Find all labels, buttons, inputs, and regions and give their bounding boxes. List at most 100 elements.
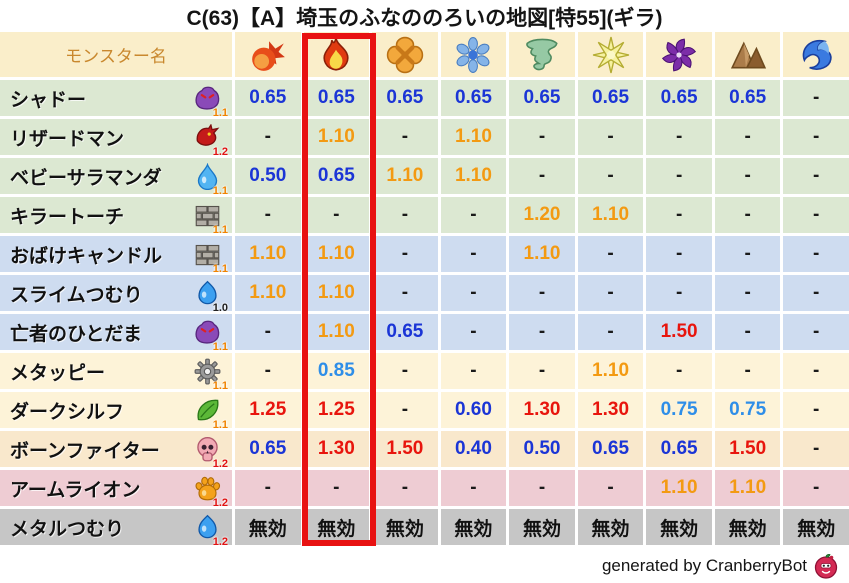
multiplier-cell: - [509, 314, 575, 350]
multiplier-cell: - [783, 470, 849, 506]
multiplier-cell: - [440, 236, 507, 272]
multiplier-cell: 1.10 [303, 275, 370, 311]
multiplier-cell: 0.85 [303, 353, 370, 389]
multiplier-cell: - [235, 353, 301, 389]
multiplier-cell: - [509, 275, 575, 311]
multiplier-cell: 無効 [783, 509, 849, 545]
multiplier-cell: - [577, 158, 644, 194]
multiplier-cell: - [372, 353, 438, 389]
multiplier-cell: 1.10 [509, 236, 575, 272]
spark-icon [592, 36, 630, 74]
brick-icon: 1.1 [192, 200, 228, 236]
multiplier-cell: 0.65 [372, 80, 438, 116]
family-level-badge: 1.1 [212, 341, 228, 353]
multiplier-cell: - [372, 236, 438, 272]
multiplier-cell: 1.50 [714, 431, 781, 467]
family-level-badge: 1.0 [212, 302, 228, 314]
dragon-icon: 1.2 [192, 122, 228, 158]
multiplier-cell: - [646, 197, 712, 233]
cranberry-icon [813, 553, 839, 579]
monster-name: ボーンファイター [10, 440, 160, 462]
tornado-icon [523, 36, 561, 74]
multiplier-cell: - [235, 470, 301, 506]
multiplier-cell: 0.40 [440, 431, 507, 467]
multiplier-cell: 0.50 [509, 431, 575, 467]
multiplier-cell: 1.10 [303, 119, 370, 155]
multiplier-cell: 0.65 [577, 431, 644, 467]
family-level-badge: 1.1 [212, 224, 228, 236]
multiplier-cell: 無効 [440, 509, 507, 545]
multiplier-cell: - [783, 275, 849, 311]
multiplier-cell: 無効 [235, 509, 301, 545]
family-level-badge: 1.1 [212, 419, 228, 431]
monster-name: ダークシルフ [10, 401, 125, 423]
multiplier-cell: 1.10 [440, 119, 507, 155]
monster-name: スライムつむり [10, 284, 143, 306]
dark-pinwheel-icon [660, 36, 698, 74]
multiplier-cell: - [303, 470, 370, 506]
multiplier-cell: - [714, 158, 781, 194]
multiplier-cell: - [577, 470, 644, 506]
monster-name-cell: スライムつむり 1.0 [0, 275, 232, 314]
slime-icon: 1.0 [192, 278, 228, 314]
multiplier-cell: 1.10 [714, 470, 781, 506]
multiplier-cell: 0.65 [372, 314, 438, 350]
multiplier-cell: - [509, 119, 575, 155]
header-monster-name: モンスター名 [0, 32, 232, 77]
multiplier-cell: 0.75 [714, 392, 781, 428]
multiplier-cell: - [714, 119, 781, 155]
family-level-badge: 1.1 [212, 185, 228, 197]
header-element-mountain [714, 32, 781, 77]
multiplier-cell: - [440, 314, 507, 350]
brick-icon: 1.1 [192, 239, 228, 275]
family-level-badge: 1.2 [212, 146, 228, 158]
multiplier-cell: 0.75 [646, 392, 712, 428]
multiplier-table: モンスター名 シャドー 1.1 0.65 0.65 0.65 0.65 0.65 0.65 0.6… [0, 32, 849, 548]
monster-name: メタッピー [10, 362, 106, 384]
multiplier-cell: 無効 [372, 509, 438, 545]
family-level-badge: 1.2 [212, 536, 228, 548]
multiplier-cell: 1.10 [646, 470, 712, 506]
multiplier-cell: - [783, 392, 849, 428]
multiplier-cell: 0.65 [303, 158, 370, 194]
multiplier-cell: 無効 [577, 509, 644, 545]
family-level-badge: 1.1 [212, 107, 228, 119]
multiplier-cell: 1.20 [509, 197, 575, 233]
multiplier-cell: - [372, 119, 438, 155]
monster-name-cell: リザードマン 1.2 [0, 119, 232, 158]
family-level-badge: 1.2 [212, 497, 228, 509]
monster-name-cell: おばけキャンドル 1.1 [0, 236, 232, 275]
family-level-badge: 1.1 [212, 263, 228, 275]
multiplier-cell: 1.10 [303, 236, 370, 272]
demon-icon: 1.1 [192, 83, 228, 119]
multiplier-cell: 1.10 [372, 158, 438, 194]
multiplier-cell: 0.65 [509, 80, 575, 116]
multiplier-cell: 0.65 [235, 80, 301, 116]
paw-icon: 1.2 [192, 473, 228, 509]
multiplier-cell: - [783, 158, 849, 194]
slime-icon: 1.2 [192, 512, 228, 548]
multiplier-cell: - [783, 314, 849, 350]
header-element-tornado [509, 32, 575, 77]
multiplier-cell: - [440, 353, 507, 389]
multiplier-cell: 無効 [714, 509, 781, 545]
monster-name: アームライオン [10, 479, 141, 501]
multiplier-cell: - [783, 80, 849, 116]
monster-name-cell: 亡者のひとだま 1.1 [0, 314, 232, 353]
monster-name-cell: シャドー 1.1 [0, 80, 232, 119]
multiplier-cell: - [646, 119, 712, 155]
multiplier-cell: - [235, 314, 301, 350]
multiplier-cell: - [509, 353, 575, 389]
multiplier-cell: - [783, 197, 849, 233]
multiplier-cell: - [783, 353, 849, 389]
multiplier-cell: 1.30 [303, 431, 370, 467]
multiplier-cell: 0.65 [577, 80, 644, 116]
monster-name: ベビーサラマンダ [10, 167, 162, 189]
multiplier-cell: - [783, 119, 849, 155]
monster-name-cell: ボーンファイター 1.2 [0, 431, 232, 470]
monster-name: 亡者のひとだま [10, 323, 143, 345]
multiplier-cell: - [303, 197, 370, 233]
header-element-spark [577, 32, 644, 77]
footer-credit-text: generated by CranberryBot [601, 556, 807, 575]
